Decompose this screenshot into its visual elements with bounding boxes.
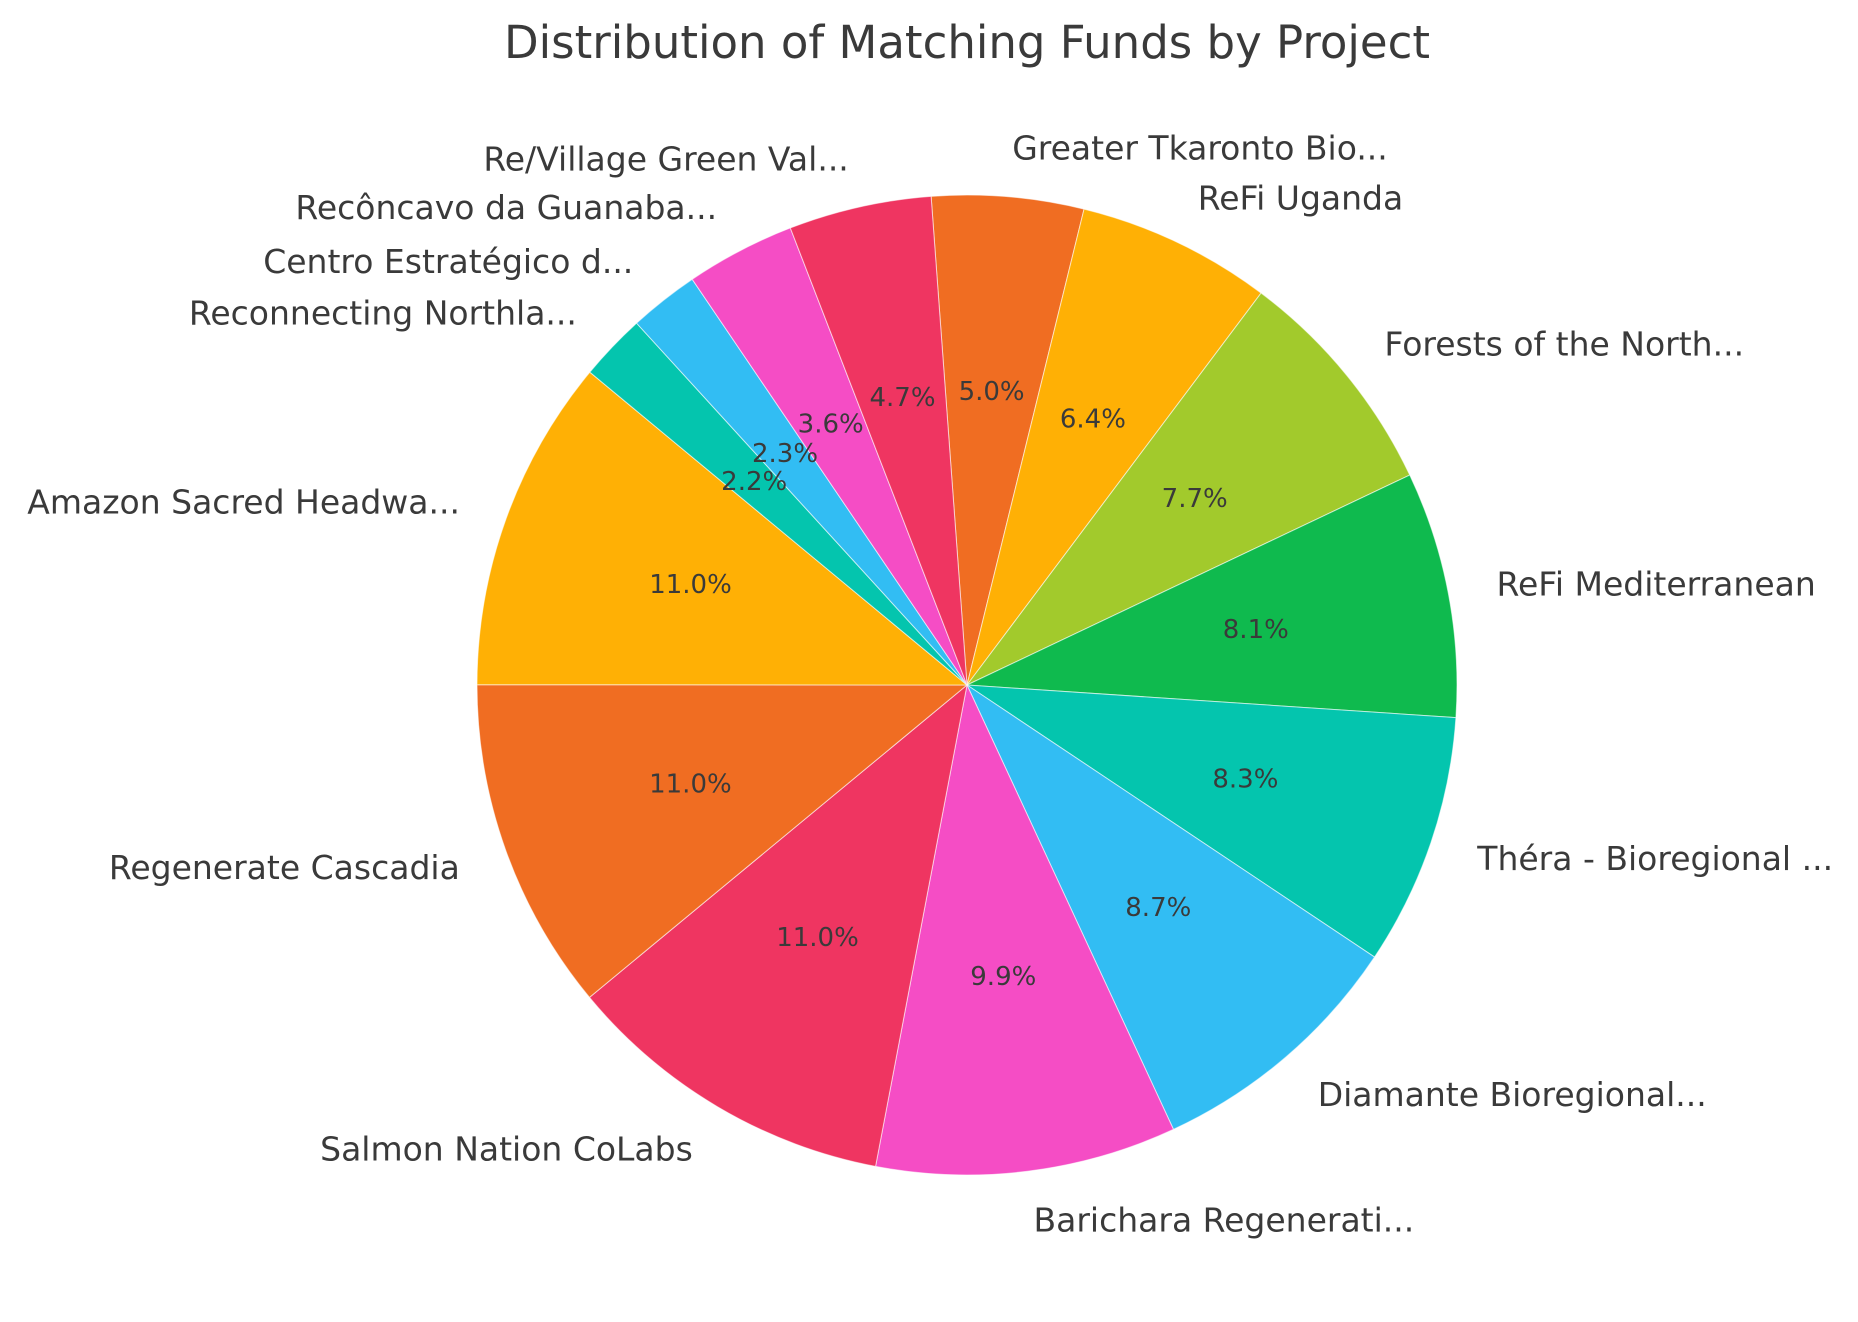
pie-slice-label: Forests of the North... [1384,325,1744,364]
pie-slice-percentage: 2.3% [752,439,818,469]
pie-slice [874,683,1175,1176]
pie-slice-percentage: 11.0% [776,923,859,953]
pie-slice-percentage: 11.0% [649,570,732,600]
pie-slice-label: Amazon Sacred Headwa... [27,482,460,521]
pie-slices-group [476,194,1458,1176]
pie-percentage-labels-group: 5.0% 6.4% 7.7% 8.1% 8.3% 8.7% 9.9% 11.0% 11.0% 11… [649,377,1289,992]
pie-slice-percentage: 8.1% [1223,615,1289,645]
pie-slice-label: Barichara Regenerati... [1034,1200,1415,1239]
pie-slice-percentage: 8.7% [1125,893,1191,923]
pie-slice-label: Reconnecting Northla... [189,294,577,333]
pie-slice-percentage: 11.0% [649,770,732,800]
pie-slice-percentage: 6.4% [1060,404,1126,434]
pie-slice-label: ReFi Uganda [1198,178,1403,217]
pie-slice-label: Re/Village Green Val... [483,140,848,179]
pie-slice-percentage: 5.0% [959,377,1025,407]
pie-slice-percentage: 3.6% [798,410,864,440]
pie-slice [476,371,969,686]
pie-slice-label: Recôncavo da Guanaba... [295,188,717,227]
pie-slice-percentage: 2.2% [721,467,787,497]
pie-slice-percentage: 4.7% [869,383,935,413]
pie-slice [789,195,968,686]
pie-slice-label: Greater Tkaronto Bio... [1012,128,1388,167]
pie-slice-label: Théra - Bioregional ... [1476,839,1833,878]
pie-slice [965,683,1376,1131]
pie-slice-label: Diamante Bioregional... [1318,1075,1707,1114]
pie-slice-percentage: 9.9% [970,962,1036,992]
pie-slice-percentage: 8.3% [1212,765,1278,795]
pie-slice-label: Regenerate Cascadia [109,848,460,887]
pie-slice [930,194,1085,686]
pie-slice [588,683,968,1167]
pie-slice [966,208,1262,686]
pie-slice [965,474,1458,719]
pie-slice-percentage: 7.7% [1162,484,1228,514]
pie-slice-label: Centro Estratégico d... [263,242,633,281]
pie-slice [966,292,1411,686]
pie-slice [965,684,1457,958]
pie-slice [476,684,969,999]
pie-slice-label: ReFi Mediterranean [1497,565,1816,604]
pie-slice-labels-group: Greater Tkaronto Bio... ReFi Uganda Forest… [27,128,1833,1239]
pie-slice-label: Salmon Nation CoLabs [320,1130,693,1169]
chart-title: Distribution of Matching Funds by Projec… [504,16,1430,69]
